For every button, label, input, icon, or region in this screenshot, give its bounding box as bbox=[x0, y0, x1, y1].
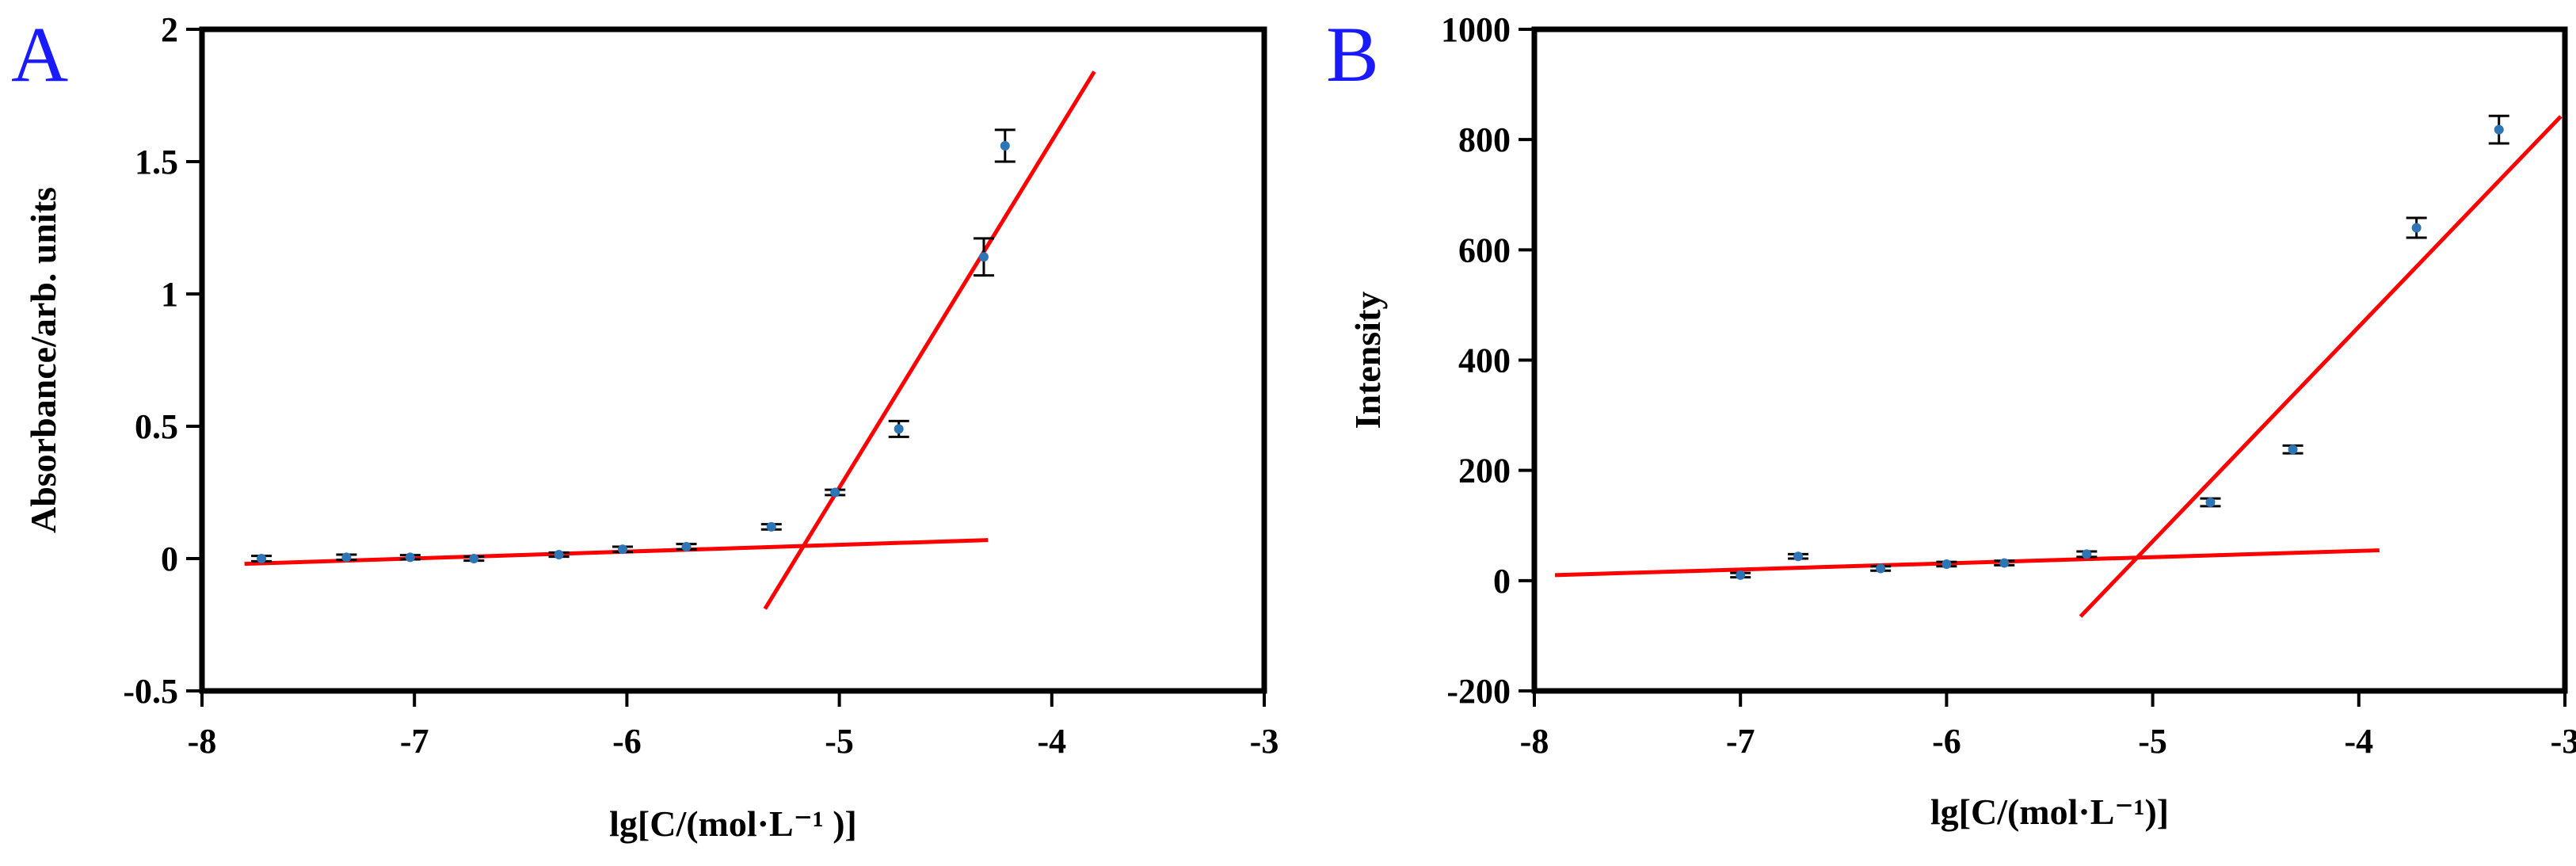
panel-a-x-axis-title: lg[C/(mol·L⁻¹ )] bbox=[609, 803, 857, 844]
panel-a-data-point bbox=[1000, 140, 1010, 151]
panel-a-data-point bbox=[766, 521, 776, 532]
panel-b-y-tick-label: -200 bbox=[1446, 672, 1511, 711]
panel-a-label: A bbox=[11, 10, 68, 98]
panel-b-x-tick-label: -7 bbox=[1726, 722, 1755, 761]
panel-a-y-tick-label: 1 bbox=[161, 275, 178, 314]
panel-a-y-tick-label: 1.5 bbox=[135, 143, 178, 181]
panel-a: A -8 -7 -6 -5 -4 -3 -0.5 0 0.5 1 1.5 2 lg[C/(mol·L⁻¹… bbox=[11, 10, 1278, 844]
panel-b-fit-line bbox=[1554, 548, 2380, 578]
panel-b-y-tick-label: 1000 bbox=[1441, 10, 1511, 49]
panel-a-x-tick-label: -7 bbox=[400, 722, 429, 761]
panel-b-y-tick-label: 0 bbox=[1493, 562, 1511, 601]
panel-b-x-axis-title: lg[C/(mol·L⁻¹)] bbox=[1930, 792, 2169, 832]
panel-b-y-axis-title: Intensity bbox=[1347, 292, 1388, 429]
panel-a-plot-frame bbox=[199, 26, 1267, 694]
panel-a-data-point bbox=[894, 424, 904, 434]
panel-a-data-point bbox=[978, 252, 989, 262]
panel-b-x-tick-label: -6 bbox=[1932, 722, 1961, 761]
panel-b-plot-frame bbox=[1531, 26, 2568, 694]
panel-b-y-tick-label: 800 bbox=[1458, 120, 1511, 159]
panel-a-y-axis-title: Absorbance/arb. units bbox=[23, 187, 63, 533]
panel-a-y-tick-label: 0.5 bbox=[135, 407, 178, 446]
panel-a-x-tick-label: -5 bbox=[825, 722, 854, 761]
panel-b-data-point bbox=[2288, 444, 2298, 455]
panel-b-label: B bbox=[1326, 10, 1379, 98]
panel-b-data-point bbox=[1793, 551, 1804, 562]
panel-a-y-tick-label: 2 bbox=[161, 10, 178, 49]
panel-a-x-tick-label: -4 bbox=[1037, 722, 1066, 761]
panel-b-data-point bbox=[1736, 570, 1746, 580]
panel-b-data-point bbox=[1876, 563, 1886, 574]
panel-b-x-tick-label: -3 bbox=[2551, 722, 2576, 761]
panel-a-x-tick-label: -6 bbox=[612, 722, 642, 761]
panel-b-data-point bbox=[2494, 124, 2504, 135]
panel-a-x-tick-label: -8 bbox=[188, 722, 217, 761]
panel-a-data-point bbox=[618, 544, 628, 555]
panel-b-data-point bbox=[2082, 549, 2092, 559]
panel-a-data-point bbox=[830, 487, 840, 498]
panel-b-fit-line bbox=[2079, 115, 2563, 618]
panel-a-data-point bbox=[341, 552, 352, 563]
panel-b-x-tick-label: -4 bbox=[2344, 722, 2373, 761]
panel-b-y-tick-label: 400 bbox=[1458, 341, 1511, 380]
panel-b-x-tick-label: -8 bbox=[1520, 722, 1549, 761]
panel-a-data-point bbox=[554, 549, 564, 559]
panel-b-data-point bbox=[2205, 498, 2216, 508]
panel-a-y-tick-label: 0 bbox=[161, 540, 178, 578]
panel-a-data-point bbox=[257, 554, 267, 563]
panel-a-x-tick-label: -3 bbox=[1250, 722, 1279, 761]
panel-b-x-tick-label: -5 bbox=[2138, 722, 2167, 761]
panel-b-data-point bbox=[2411, 223, 2422, 233]
panel-a-fit-line bbox=[763, 71, 1096, 610]
panel-b-data-point bbox=[1999, 558, 2010, 568]
panel-a-data-point bbox=[405, 552, 415, 563]
panel-b-data-point bbox=[1942, 559, 1952, 569]
panel-a-y-tick-label: -0.5 bbox=[123, 672, 178, 711]
panel-a-data-point bbox=[681, 541, 692, 551]
panel-b-y-tick-label: 200 bbox=[1458, 452, 1511, 490]
panel-b: B -8 -7 -6 -5 -4 -3 -200 0 200 400 600 800 1000 lg[C/… bbox=[1326, 10, 2576, 832]
panel-b-y-tick-label: 600 bbox=[1458, 231, 1511, 269]
panel-a-data-point bbox=[469, 554, 479, 563]
